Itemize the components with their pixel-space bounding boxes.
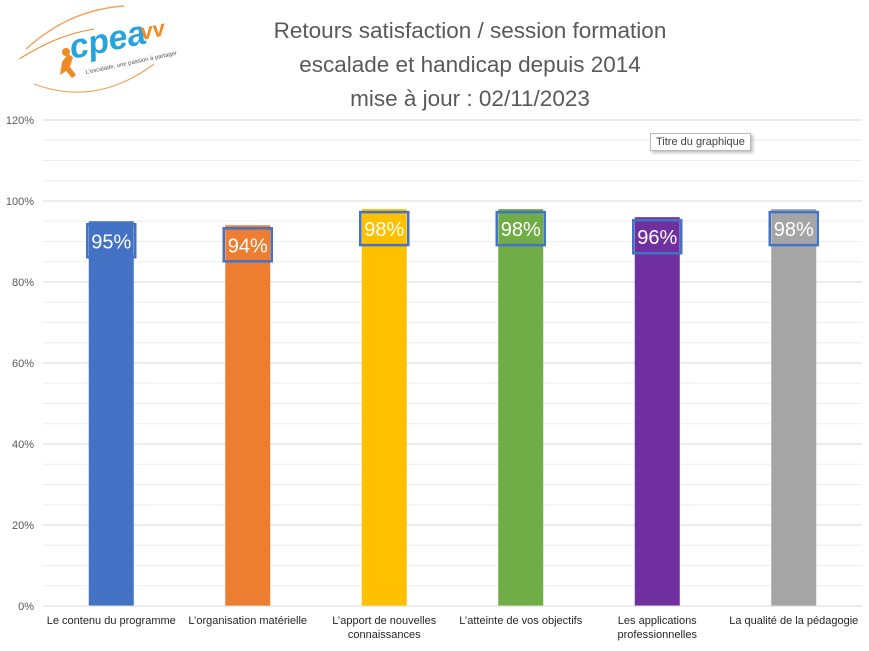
y-tick-label: 80%	[12, 277, 34, 289]
bar	[88, 221, 134, 606]
y-tick-label: 100%	[6, 196, 34, 208]
y-tick-label: 20%	[12, 520, 34, 532]
y-tick-label: 40%	[12, 439, 34, 451]
x-tick-label-line: L’apport de nouvelles	[332, 615, 437, 627]
x-tick-label: La qualité de la pédagogie	[724, 614, 864, 628]
bar	[361, 209, 407, 606]
x-tick-label: L’apport de nouvelles connaissances	[314, 614, 454, 642]
data-label-box	[768, 210, 819, 247]
data-label: 98%	[501, 219, 541, 241]
data-label: 98%	[774, 219, 814, 241]
x-tick-label-line: Le contenu du programme	[46, 615, 176, 627]
chart-title-line: Retours satisfaction / session formation	[273, 18, 667, 43]
x-tick-label-line: L’atteinte de vos objectifs	[459, 615, 583, 627]
bar	[771, 209, 817, 606]
x-tick-label: Les applications professionnelles	[587, 614, 727, 642]
x-tick-label: L’atteinte de vos objectifs	[451, 614, 591, 628]
chart-title-line: mise à jour : 02/11/2023	[350, 86, 590, 111]
data-label-box	[632, 218, 683, 255]
y-tick-label: 0%	[18, 601, 34, 613]
x-tick-label-line: professionnelles	[617, 629, 698, 641]
data-label-box	[222, 227, 273, 263]
data-label-box	[86, 223, 137, 259]
data-label-box	[359, 210, 410, 247]
data-label: 96%	[637, 227, 677, 249]
chart-title-tooltip: Titre du graphique	[650, 133, 751, 151]
bar	[498, 209, 544, 606]
data-label: 94%	[228, 235, 268, 257]
bar	[225, 225, 271, 607]
cpea-logo: cpea vv L'escalade, une passion à partag…	[18, 5, 178, 93]
data-label: 95%	[91, 231, 131, 253]
x-tick-label-line: Les applications	[617, 615, 697, 627]
x-tick-label-line: connaissances	[347, 629, 421, 641]
x-tick-label-line: La qualité de la pédagogie	[729, 615, 859, 627]
data-label: 98%	[364, 219, 404, 241]
y-tick-label: 60%	[12, 358, 34, 370]
chart-title-line: escalade et handicap depuis 2014	[299, 52, 641, 77]
bar	[634, 217, 680, 606]
x-tick-label-line: L’organisation matérielle	[188, 615, 308, 627]
x-tick-label: Le contenu du programme	[41, 614, 181, 628]
x-tick-label: L’organisation matérielle	[178, 614, 318, 628]
y-tick-label: 120%	[6, 115, 34, 127]
data-label-box	[495, 210, 546, 247]
chart-title: Retours satisfaction / session formation…	[170, 14, 770, 116]
